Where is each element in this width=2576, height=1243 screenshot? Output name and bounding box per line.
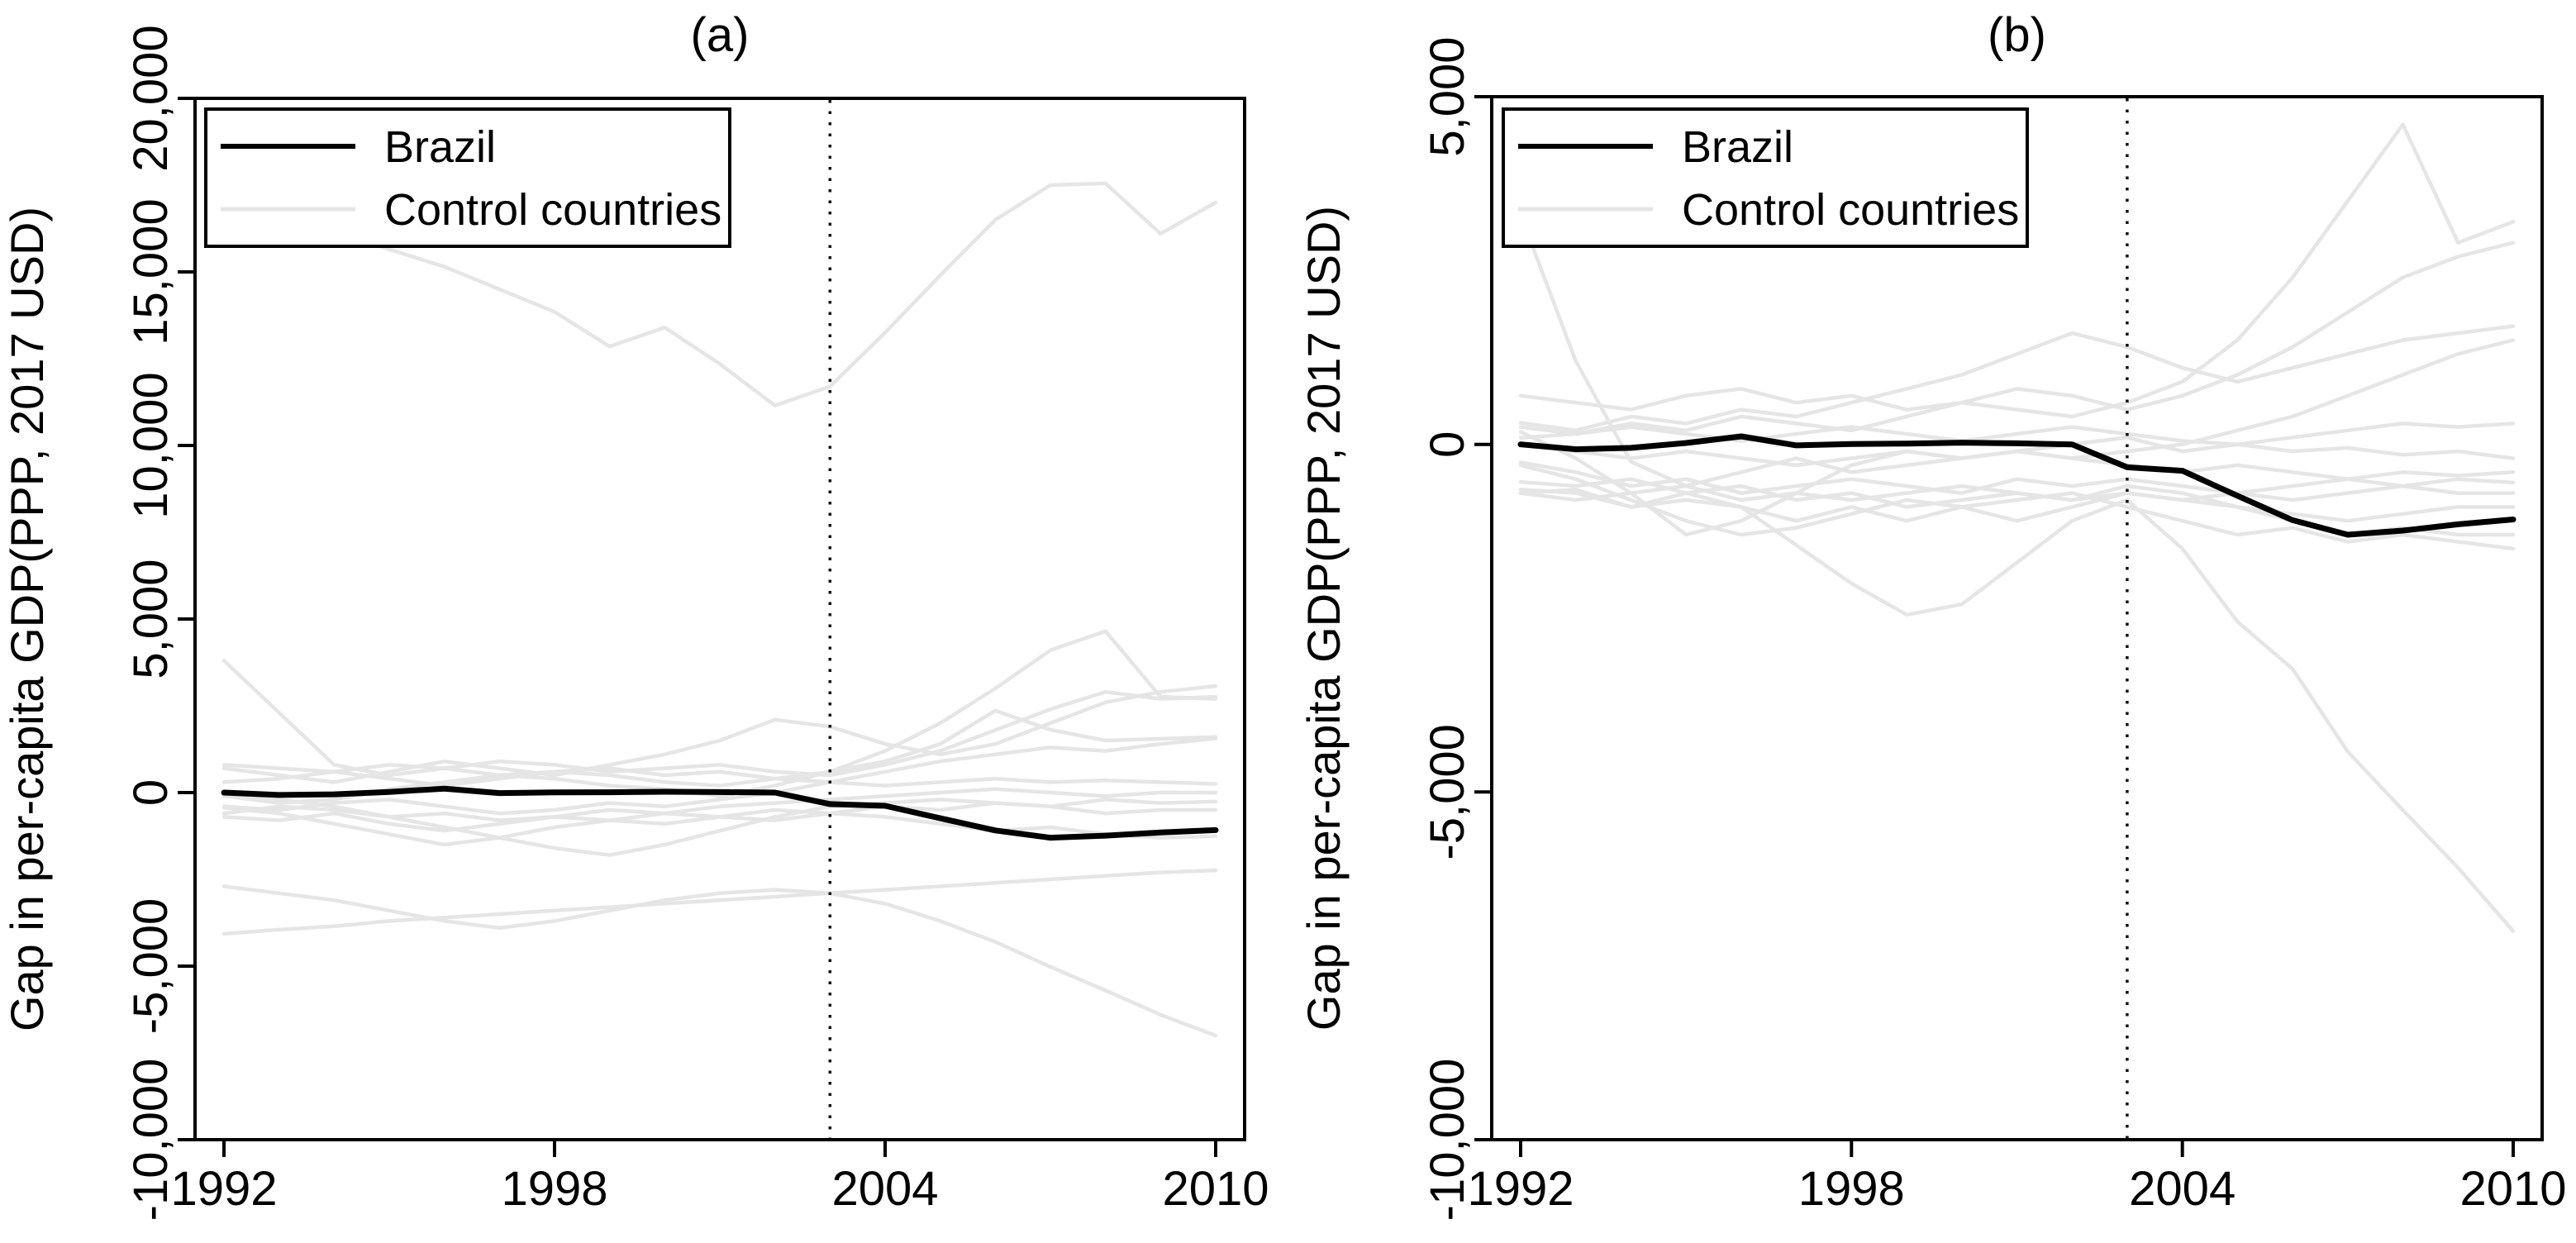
plot-frame: [1490, 95, 2544, 1141]
series-control-line: [221, 736, 1218, 816]
y-axis-label: Gap in per-capita GDP(PPP, 2017 USD): [1, 207, 53, 1031]
series-control-line: [1518, 488, 2516, 933]
y-tick-label: -10,000: [124, 1059, 178, 1222]
x-tick-label: 2004: [831, 1162, 938, 1216]
series-control-line: [1518, 425, 2516, 460]
y-tick-label: 10,000: [124, 372, 178, 518]
x-tick-label: 1992: [170, 1162, 277, 1216]
panel-title: (a): [691, 8, 750, 62]
x-tick-label: 1998: [501, 1162, 607, 1216]
series-control-line: [221, 659, 1218, 778]
x-tick-label: 2010: [1162, 1162, 1269, 1216]
y-axis-label: Gap in per-capita GDP(PPP, 2017 USD): [1298, 206, 1350, 1031]
series-control-line: [1518, 463, 2516, 537]
series-control-line: [221, 805, 1218, 847]
y-tick-label: -5,000: [124, 898, 178, 1034]
y-tick-label: 0: [124, 779, 178, 806]
legend-label-control: Control countries: [1682, 185, 2019, 235]
legend-box: [1502, 107, 2029, 248]
y-tick-label: 5,000: [1421, 36, 1474, 156]
y-tick-label: 20,000: [124, 25, 178, 171]
y-tick-label: 5,000: [124, 559, 178, 679]
y-tick-label: 0: [1421, 431, 1474, 458]
series-control-line: [221, 868, 1218, 936]
series-control-line: [221, 683, 1218, 784]
series-control-line: [1518, 324, 2516, 433]
series-control-line: [221, 884, 1218, 1038]
legend-label-brazil: Brazil: [384, 122, 496, 172]
y-tick-label: -5,000: [1421, 724, 1474, 860]
y-tick-label: 15,000: [124, 198, 178, 345]
y-tick-label: -10,000: [1421, 1059, 1474, 1222]
legend-label-control: Control countries: [384, 185, 721, 235]
series-brazil-line: [221, 785, 1219, 841]
series-control-line: [1518, 122, 2516, 436]
panel-title: (b): [1988, 8, 2046, 62]
series-control-line: [221, 763, 1218, 788]
x-tick-label: 2004: [2129, 1162, 2236, 1216]
series-brazil-line: [1517, 433, 2516, 538]
legend-label-brazil: Brazil: [1682, 122, 1793, 172]
series-control-line: [221, 181, 1218, 407]
series-control-line: [1518, 488, 2516, 551]
x-tick-label: 1992: [1467, 1162, 1574, 1216]
series-control-line: [1518, 241, 2516, 412]
x-tick-label: 1998: [1798, 1162, 1905, 1216]
series-control-line: [221, 708, 1218, 788]
series-control-line: [1518, 477, 2516, 502]
x-tick-label: 2010: [2459, 1162, 2566, 1216]
legend-box: [204, 107, 731, 248]
series-control-line: [1518, 460, 2516, 502]
